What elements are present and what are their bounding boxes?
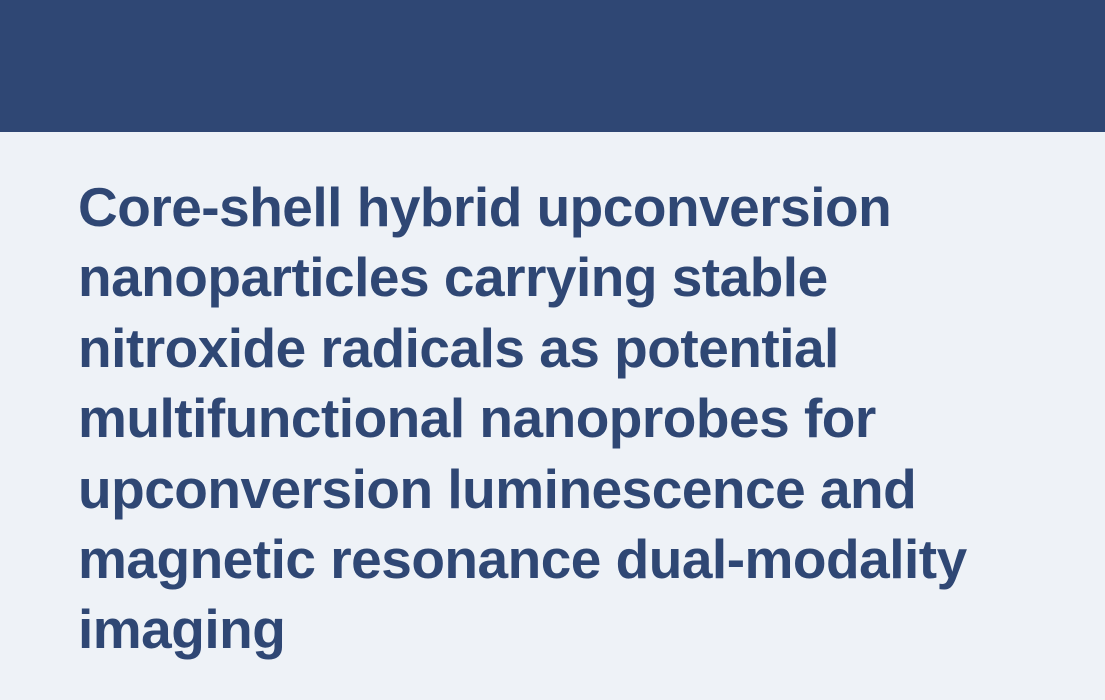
content-area: Core-shell hybrid upconversion nanoparti… xyxy=(0,132,1105,665)
header-bar xyxy=(0,0,1105,132)
article-title: Core-shell hybrid upconversion nanoparti… xyxy=(78,172,1027,665)
